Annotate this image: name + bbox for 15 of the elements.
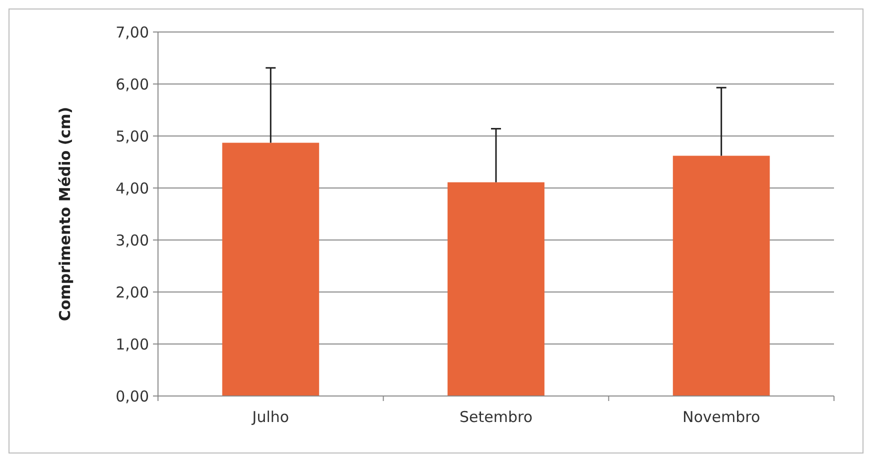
bar xyxy=(448,182,544,396)
bar xyxy=(222,142,320,396)
x-tick-label: Setembro xyxy=(459,408,533,426)
y-axis-title: Comprimento Médio (cm) xyxy=(56,106,74,322)
y-tick-label: 0,00 xyxy=(116,387,149,406)
x-tick-label: Julho xyxy=(251,408,290,426)
bar xyxy=(672,156,770,396)
x-tick-label: Novembro xyxy=(682,408,760,426)
y-tick-label: 3,00 xyxy=(116,231,149,250)
y-tick-label: 6,00 xyxy=(116,75,149,94)
y-tick-label: 2,00 xyxy=(116,283,149,302)
y-tick-label: 7,00 xyxy=(116,23,149,42)
y-tick-label: 4,00 xyxy=(116,179,149,198)
y-tick-label: 1,00 xyxy=(116,335,149,354)
y-tick-label: 5,00 xyxy=(116,127,149,146)
